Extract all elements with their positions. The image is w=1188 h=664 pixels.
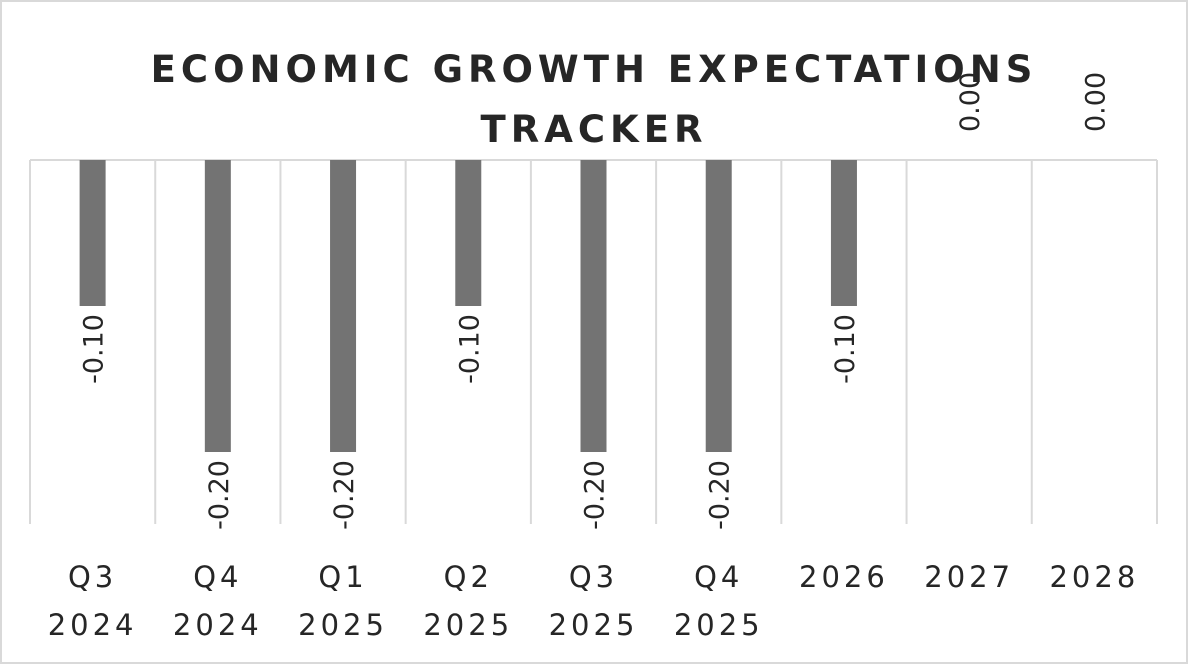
category-label: 2026 [799, 560, 889, 594]
category-label: 2028 [1049, 560, 1139, 594]
data-label: -0.10 [454, 314, 485, 384]
data-label: -0.20 [580, 460, 611, 530]
data-label: -0.20 [705, 460, 736, 530]
category-label: Q4 [694, 560, 743, 594]
bar [455, 160, 482, 306]
data-label: -0.10 [830, 314, 861, 384]
category-label: 2025 [298, 608, 388, 642]
category-label: Q1 [318, 560, 367, 594]
category-label: Q4 [193, 560, 242, 594]
data-label: 0.00 [955, 72, 986, 132]
category-label: 2025 [674, 608, 764, 642]
category-axis: Q3 2024 Q4 2024 Q1 2025 Q2 2025 Q3 2025 Q4 2025 2026… [48, 560, 1139, 642]
category-label: Q2 [444, 560, 493, 594]
category-label: 2024 [173, 608, 263, 642]
category-label: 2027 [924, 560, 1014, 594]
bars-layer [79, 160, 857, 452]
data-label: -0.20 [329, 460, 360, 530]
category-label: 2025 [423, 608, 513, 642]
data-labels-layer: -0.10 -0.20 -0.20 -0.10 -0.20 -0.20 -0.10 0.00 0… [79, 72, 1112, 530]
bar [204, 160, 231, 452]
category-label: Q3 [569, 560, 618, 594]
category-label: 2025 [549, 608, 639, 642]
bar [830, 160, 857, 306]
data-label: -0.20 [204, 460, 235, 530]
category-label: Q3 [68, 560, 117, 594]
data-label: 0.00 [1080, 72, 1111, 132]
data-label: -0.10 [79, 314, 110, 384]
category-label: 2024 [48, 608, 138, 642]
bar [705, 160, 732, 452]
bar [580, 160, 607, 452]
bar [330, 160, 357, 452]
bar [79, 160, 106, 306]
